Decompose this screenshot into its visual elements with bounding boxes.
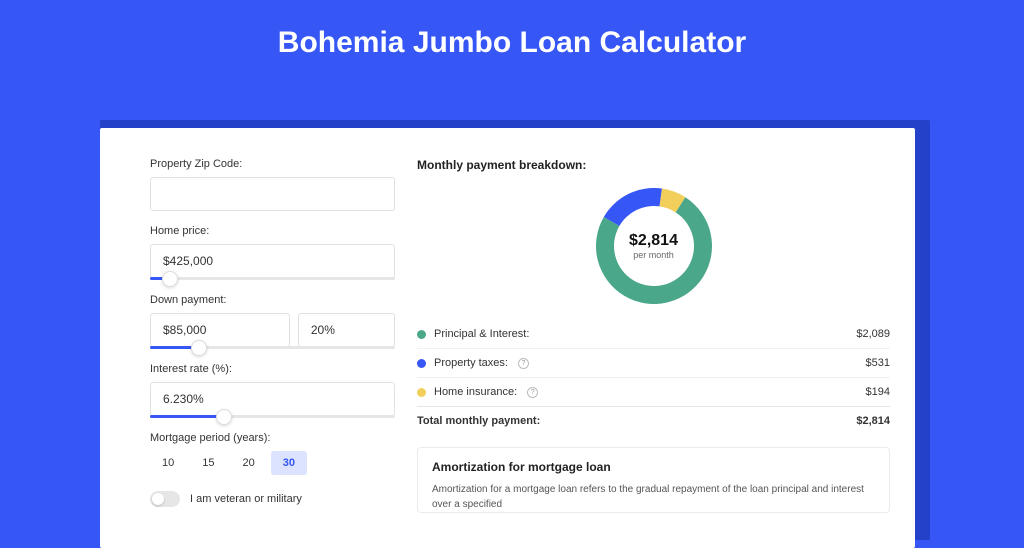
info-icon[interactable]: ? xyxy=(518,358,529,369)
mortgage-period-option[interactable]: 20 xyxy=(231,451,267,475)
interest-rate-slider[interactable] xyxy=(150,415,395,418)
legend-label: Principal & Interest: xyxy=(434,328,529,340)
page-title: Bohemia Jumbo Loan Calculator xyxy=(0,0,1024,80)
mortgage-period-option[interactable]: 30 xyxy=(271,451,307,475)
calculator-card: Property Zip Code: Home price: Down paym… xyxy=(100,128,915,548)
veteran-toggle[interactable] xyxy=(150,491,180,507)
legend-value: $194 xyxy=(866,386,890,398)
home-price-slider[interactable] xyxy=(150,277,395,280)
breakdown-legend: Principal & Interest: $2,089 Property taxe… xyxy=(417,320,890,406)
home-price-input[interactable] xyxy=(150,244,395,278)
legend-row: Principal & Interest: $2,089 xyxy=(417,320,890,348)
home-price-field-group: Home price: xyxy=(150,225,395,280)
breakdown-title: Monthly payment breakdown: xyxy=(417,158,890,172)
zip-field-group: Property Zip Code: xyxy=(150,158,395,211)
donut-chart-wrap: $2,814 per month xyxy=(417,182,890,320)
slider-thumb[interactable] xyxy=(216,409,232,425)
amortization-title: Amortization for mortgage loan xyxy=(432,460,875,474)
donut-amount: $2,814 xyxy=(629,232,678,250)
legend-label: Home insurance: xyxy=(434,386,517,398)
mortgage-period-option[interactable]: 10 xyxy=(150,451,186,475)
home-price-label: Home price: xyxy=(150,225,395,237)
total-label: Total monthly payment: xyxy=(417,415,540,427)
interest-rate-input[interactable] xyxy=(150,382,395,416)
mortgage-period-field-group: Mortgage period (years): 10152030 xyxy=(150,432,395,475)
legend-dot xyxy=(417,359,426,368)
mortgage-period-option[interactable]: 15 xyxy=(190,451,226,475)
donut-chart: $2,814 per month xyxy=(594,186,714,306)
breakdown-column: Monthly payment breakdown: $2,814 per mo… xyxy=(395,158,890,548)
down-payment-field-group: Down payment: xyxy=(150,294,395,349)
total-row: Total monthly payment: $2,814 xyxy=(417,406,890,435)
donut-sub: per month xyxy=(629,250,678,260)
slider-thumb[interactable] xyxy=(191,340,207,356)
info-icon[interactable]: ? xyxy=(527,387,538,398)
veteran-toggle-label: I am veteran or military xyxy=(190,493,302,505)
donut-center: $2,814 per month xyxy=(629,232,678,260)
interest-rate-label: Interest rate (%): xyxy=(150,363,395,375)
legend-row: Home insurance:? $194 xyxy=(417,377,890,406)
amortization-card: Amortization for mortgage loan Amortizat… xyxy=(417,447,890,513)
zip-input[interactable] xyxy=(150,177,395,211)
interest-rate-field-group: Interest rate (%): xyxy=(150,363,395,418)
down-payment-percent-input[interactable] xyxy=(298,313,395,347)
zip-label: Property Zip Code: xyxy=(150,158,395,170)
legend-label: Property taxes: xyxy=(434,357,508,369)
legend-dot xyxy=(417,330,426,339)
veteran-toggle-row: I am veteran or military xyxy=(150,491,395,507)
total-value: $2,814 xyxy=(856,415,890,427)
slider-thumb[interactable] xyxy=(162,271,178,287)
legend-value: $2,089 xyxy=(856,328,890,340)
mortgage-period-label: Mortgage period (years): xyxy=(150,432,395,444)
mortgage-period-options: 10152030 xyxy=(150,451,395,475)
amortization-text: Amortization for a mortgage loan refers … xyxy=(432,482,875,512)
down-payment-label: Down payment: xyxy=(150,294,395,306)
form-column: Property Zip Code: Home price: Down paym… xyxy=(150,158,395,548)
down-payment-slider[interactable] xyxy=(150,346,395,349)
legend-dot xyxy=(417,388,426,397)
legend-row: Property taxes:? $531 xyxy=(417,348,890,377)
legend-value: $531 xyxy=(866,357,890,369)
down-payment-amount-input[interactable] xyxy=(150,313,290,347)
